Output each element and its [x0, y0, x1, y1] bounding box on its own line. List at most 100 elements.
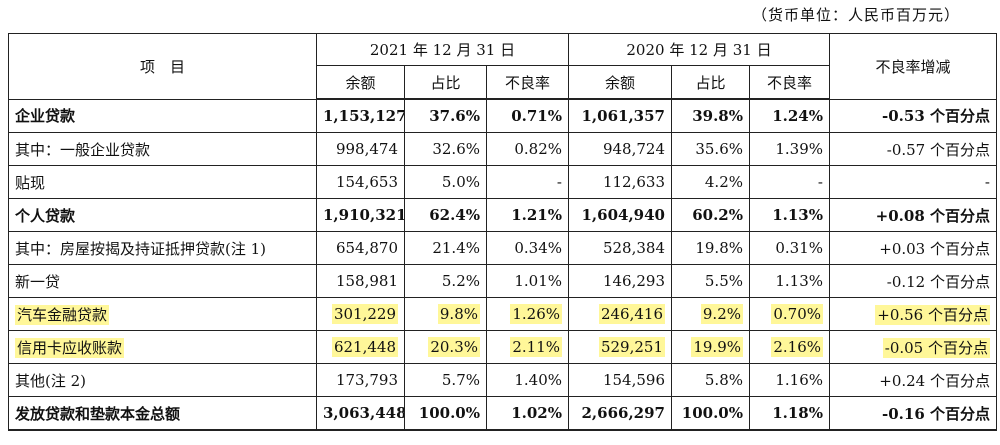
share-2021: 32.6% — [404, 132, 487, 166]
highlight-mark: 2.16% — [771, 337, 823, 357]
share-2021: 20.3% — [404, 330, 487, 364]
balance-2020: 112,633 — [568, 165, 672, 199]
npl-2020: 1.39% — [749, 132, 830, 166]
share-2021: 100.0% — [404, 396, 487, 431]
share-2021: 5.2% — [404, 264, 487, 298]
npl-2021: 1.02% — [486, 396, 569, 431]
header-balance-2020: 余额 — [568, 65, 672, 100]
balance-2020: 246,416 — [568, 297, 672, 331]
table-row-total: 发放贷款和垫款本金总额 3,063,448 100.0% 1.02% 2,666… — [8, 396, 997, 431]
balance-2020: 2,666,297 — [568, 396, 672, 431]
npl-2020: 0.31% — [749, 231, 830, 265]
balance-2021: 3,063,448 — [316, 396, 405, 431]
header-npl-2020: 不良率 — [749, 65, 830, 100]
highlight-mark: 1.26% — [510, 304, 562, 324]
header-npl-change: 不良率增减 — [829, 33, 997, 100]
highlight-mark: 529,251 — [598, 337, 665, 357]
npl-2021: 1.26% — [486, 297, 569, 331]
table-row-credit-card-receivables: 信用卡应收账款 621,448 20.3% 2.11% 529,251 19.9… — [8, 330, 997, 364]
highlight-mark: 19.9% — [691, 337, 743, 357]
npl-2021: 0.34% — [486, 231, 569, 265]
row-label: 个人贷款 — [8, 198, 317, 232]
row-label: 新一贷 — [8, 264, 317, 298]
table-row-auto-finance-loans: 汽车金融贷款 301,229 9.8% 1.26% 246,416 9.2% 0… — [8, 297, 997, 331]
header-year-2020: 2020 年 12 月 31 日 — [568, 33, 830, 66]
highlight-mark: +0.56 个百分点 — [875, 304, 990, 325]
header-share-2020: 占比 — [671, 65, 750, 100]
share-2020: 5.5% — [671, 264, 750, 298]
share-2020: 39.8% — [671, 98, 750, 133]
share-2020: 35.6% — [671, 132, 750, 166]
highlight-mark: 20.3% — [428, 337, 480, 357]
npl-2021: - — [486, 165, 569, 199]
share-2020: 19.9% — [671, 330, 750, 364]
balance-2021: 173,793 — [316, 363, 405, 397]
row-label: 发放贷款和垫款本金总额 — [8, 396, 317, 431]
npl-2021: 1.40% — [486, 363, 569, 397]
balance-2021: 621,448 — [316, 330, 405, 364]
npl-change: +0.08 个百分点 — [829, 198, 997, 232]
highlight-mark: -0.05 个百分点 — [882, 337, 990, 358]
balance-2020: 1,604,940 — [568, 198, 672, 232]
table-row-other: 其他(注 2) 173,793 5.7% 1.40% 154,596 5.8% … — [8, 363, 997, 397]
table-row-mortgage-loans: 其中：房屋按揭及持证抵押贷款(注 1) 654,870 21.4% 0.34% … — [8, 231, 997, 265]
table-row-corporate-loans: 企业贷款 1,153,127 37.6% 0.71% 1,061,357 39.… — [8, 98, 997, 133]
header-item: 项 目 — [8, 33, 317, 100]
balance-2020: 528,384 — [568, 231, 672, 265]
highlight-mark: 621,448 — [331, 337, 398, 357]
npl-change: +0.03 个百分点 — [829, 231, 997, 265]
row-label: 企业贷款 — [8, 98, 317, 133]
npl-2020: 2.16% — [749, 330, 830, 364]
highlight-mark: 信用卡应收账款 — [15, 337, 125, 358]
share-2021: 9.8% — [404, 297, 487, 331]
npl-2020: 1.16% — [749, 363, 830, 397]
share-2021: 5.0% — [404, 165, 487, 199]
table-row-discounted-bills: 贴现 154,653 5.0% - 112,633 4.2% - - — [8, 165, 997, 199]
table-row-retail-loans: 个人贷款 1,910,321 62.4% 1.21% 1,604,940 60.… — [8, 198, 997, 232]
row-label: 其中：房屋按揭及持证抵押贷款(注 1) — [8, 231, 317, 265]
npl-change: - — [829, 165, 997, 199]
share-2020: 4.2% — [671, 165, 750, 199]
npl-2021: 1.01% — [486, 264, 569, 298]
balance-2021: 301,229 — [316, 297, 405, 331]
npl-2020: - — [749, 165, 830, 199]
balance-2021: 654,870 — [316, 231, 405, 265]
npl-change: -0.05 个百分点 — [829, 330, 997, 364]
table-row-general-corporate-loans: 其中：一般企业贷款 998,474 32.6% 0.82% 948,724 35… — [8, 132, 997, 166]
header-year-2021: 2021 年 12 月 31 日 — [316, 33, 569, 66]
highlight-mark: 2.11% — [510, 337, 562, 357]
balance-2020: 154,596 — [568, 363, 672, 397]
share-2020: 60.2% — [671, 198, 750, 232]
share-2021: 21.4% — [404, 231, 487, 265]
npl-2020: 1.24% — [749, 98, 830, 133]
share-2020: 100.0% — [671, 396, 750, 431]
npl-2021: 2.11% — [486, 330, 569, 364]
share-2021: 37.6% — [404, 98, 487, 133]
npl-2021: 1.21% — [486, 198, 569, 232]
npl-change: -0.16 个百分点 — [829, 396, 997, 431]
share-2020: 5.8% — [671, 363, 750, 397]
npl-2020: 0.70% — [749, 297, 830, 331]
npl-change: -0.53 个百分点 — [829, 98, 997, 133]
header-npl-2021: 不良率 — [486, 65, 569, 100]
header-share-2021: 占比 — [404, 65, 487, 100]
row-label: 信用卡应收账款 — [8, 330, 317, 364]
highlight-mark: 9.8% — [437, 304, 480, 324]
npl-change: +0.56 个百分点 — [829, 297, 997, 331]
npl-change: +0.24 个百分点 — [829, 363, 997, 397]
row-label: 其中：一般企业贷款 — [8, 132, 317, 166]
highlight-mark: 246,416 — [598, 304, 665, 324]
highlight-mark: 汽车金融贷款 — [15, 304, 110, 325]
row-label: 贴现 — [8, 165, 317, 199]
balance-2021: 998,474 — [316, 132, 405, 166]
npl-2020: 1.18% — [749, 396, 830, 431]
currency-unit-note: （货币单位：人民币百万元） — [751, 6, 960, 24]
highlight-mark: 0.70% — [771, 304, 823, 324]
balance-2020: 146,293 — [568, 264, 672, 298]
npl-change: -0.12 个百分点 — [829, 264, 997, 298]
npl-2020: 1.13% — [749, 264, 830, 298]
balance-2020: 529,251 — [568, 330, 672, 364]
balance-2021: 1,910,321 — [316, 198, 405, 232]
highlight-mark: 301,229 — [331, 304, 398, 324]
balance-2021: 154,653 — [316, 165, 405, 199]
